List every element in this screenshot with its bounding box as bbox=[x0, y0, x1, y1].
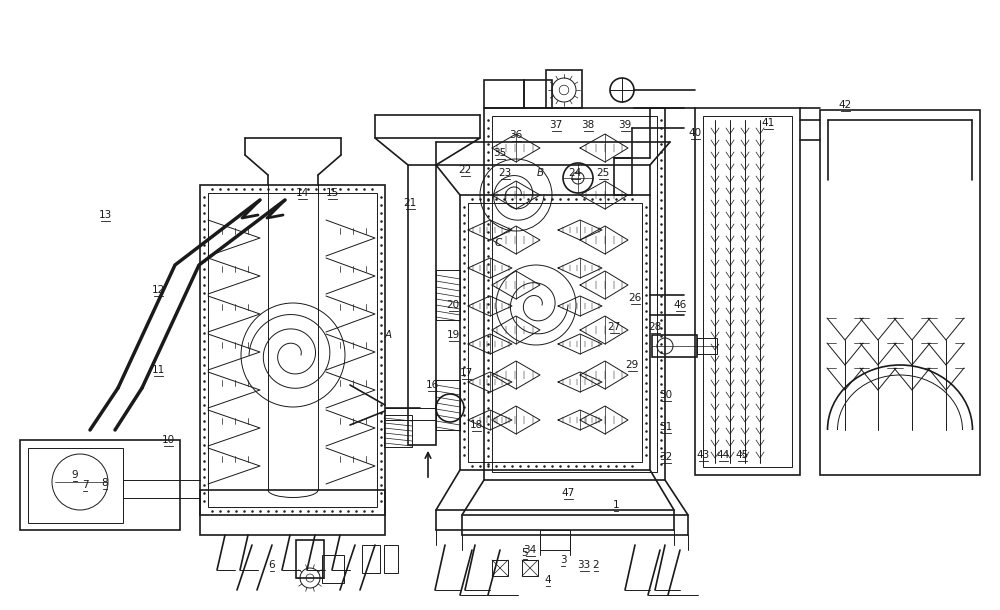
Text: 19: 19 bbox=[446, 330, 460, 340]
Text: A: A bbox=[384, 330, 392, 340]
Text: 21: 21 bbox=[403, 198, 417, 208]
Bar bbox=[296, 540, 324, 578]
Bar bbox=[408, 165, 436, 445]
Text: 39: 39 bbox=[618, 120, 632, 130]
Text: 24: 24 bbox=[568, 168, 582, 178]
Text: 18: 18 bbox=[469, 420, 483, 430]
Bar bbox=[492, 560, 508, 576]
Text: 11: 11 bbox=[151, 365, 165, 375]
Bar bbox=[28, 448, 123, 523]
Bar bbox=[652, 335, 697, 357]
Bar bbox=[200, 185, 385, 515]
Text: 10: 10 bbox=[161, 435, 175, 445]
Text: 31: 31 bbox=[659, 422, 673, 432]
Text: 20: 20 bbox=[446, 300, 460, 310]
Text: 22: 22 bbox=[458, 165, 472, 175]
Text: C: C bbox=[494, 238, 502, 248]
Text: 42: 42 bbox=[838, 100, 852, 110]
Text: 23: 23 bbox=[498, 168, 512, 178]
Bar bbox=[460, 195, 650, 470]
Text: 33: 33 bbox=[577, 560, 591, 570]
Text: 16: 16 bbox=[425, 380, 439, 390]
Bar bbox=[522, 560, 538, 576]
Bar bbox=[384, 545, 398, 573]
Text: 34: 34 bbox=[523, 545, 537, 555]
Text: 5: 5 bbox=[522, 548, 528, 558]
Bar bbox=[208, 193, 377, 507]
Bar bbox=[20, 440, 180, 530]
Text: 41: 41 bbox=[761, 118, 775, 128]
Bar bbox=[546, 70, 582, 108]
Bar bbox=[540, 530, 570, 550]
Text: 15: 15 bbox=[325, 188, 339, 198]
Text: 9: 9 bbox=[72, 470, 78, 480]
Text: 38: 38 bbox=[581, 120, 595, 130]
Bar bbox=[384, 415, 412, 447]
Text: 45: 45 bbox=[735, 450, 749, 460]
Bar bbox=[322, 555, 344, 583]
Bar bbox=[484, 80, 524, 108]
Bar bbox=[362, 545, 380, 573]
Text: 7: 7 bbox=[82, 480, 88, 490]
Text: 43: 43 bbox=[696, 450, 710, 460]
Text: 12: 12 bbox=[151, 285, 165, 295]
Text: 36: 36 bbox=[509, 130, 523, 140]
Text: 37: 37 bbox=[549, 120, 563, 130]
Text: 40: 40 bbox=[688, 128, 702, 138]
Text: 29: 29 bbox=[625, 360, 639, 370]
Text: 8: 8 bbox=[102, 478, 108, 488]
Text: B: B bbox=[536, 168, 544, 178]
Text: 25: 25 bbox=[596, 168, 610, 178]
Bar bbox=[697, 338, 717, 354]
Text: 1: 1 bbox=[613, 500, 619, 510]
Bar bbox=[468, 203, 642, 462]
Bar bbox=[703, 116, 792, 467]
Bar bbox=[200, 490, 385, 535]
Bar bbox=[524, 80, 552, 108]
Text: 14: 14 bbox=[295, 188, 309, 198]
Text: 13: 13 bbox=[98, 210, 112, 220]
Text: 32: 32 bbox=[659, 452, 673, 462]
Text: 30: 30 bbox=[659, 390, 673, 400]
Text: 4: 4 bbox=[545, 575, 551, 585]
Bar bbox=[484, 108, 665, 480]
Text: 17: 17 bbox=[459, 368, 473, 378]
Text: 2: 2 bbox=[593, 560, 599, 570]
Text: 3: 3 bbox=[560, 555, 566, 565]
Bar bbox=[820, 110, 980, 475]
Text: 35: 35 bbox=[493, 148, 507, 158]
Text: 46: 46 bbox=[673, 300, 687, 310]
Bar bbox=[436, 380, 460, 430]
Bar bbox=[436, 270, 460, 320]
Bar bbox=[695, 108, 800, 475]
Bar bbox=[492, 116, 657, 472]
Text: 6: 6 bbox=[269, 560, 275, 570]
Text: 26: 26 bbox=[628, 293, 642, 303]
Text: 47: 47 bbox=[561, 488, 575, 498]
Text: 27: 27 bbox=[607, 322, 621, 332]
Bar bbox=[614, 158, 632, 195]
Text: 28: 28 bbox=[648, 322, 662, 332]
Text: 44: 44 bbox=[716, 450, 730, 460]
